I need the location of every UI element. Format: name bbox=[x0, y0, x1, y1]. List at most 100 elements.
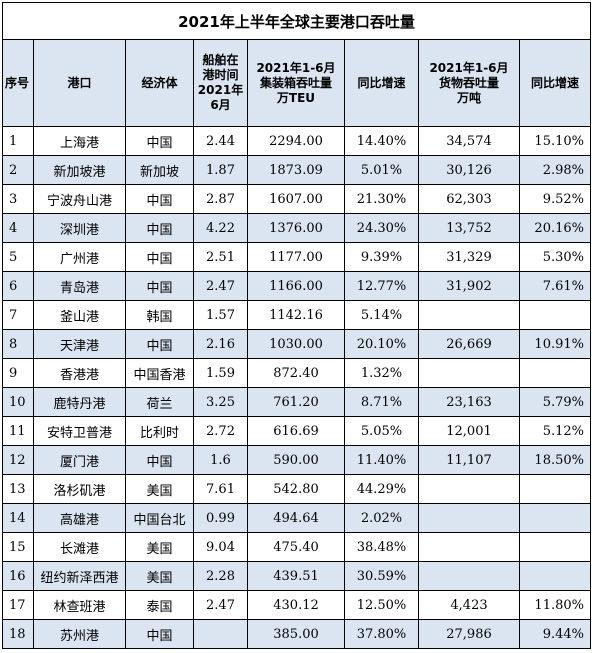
header-cargo-line: 万吨 bbox=[456, 90, 481, 105]
cell-port: 苏州港 bbox=[33, 619, 126, 649]
cell-teu-growth: 8.71% bbox=[344, 387, 419, 417]
cell-no: 1 bbox=[2, 126, 34, 156]
cell-cargo: 27,986 bbox=[418, 619, 520, 649]
cell-cargo-growth: 10.91% bbox=[519, 329, 591, 359]
cell-cargo: 34,574 bbox=[418, 126, 520, 156]
cell-cargo-growth bbox=[519, 300, 591, 330]
cell-port: 鹿特丹港 bbox=[33, 387, 126, 417]
cell-teu: 1873.09 bbox=[247, 155, 345, 185]
header-cargo-line: 货物吞吐量 bbox=[438, 75, 499, 90]
table-row: 11 安特卫普港 比利时 2.72 616.69 5.05% 12,001 5.12% bbox=[2, 416, 591, 446]
cell-wait-time: 2.47 bbox=[193, 590, 248, 620]
cell-cargo-growth: 15.10% bbox=[519, 126, 591, 156]
table-row: 5 广州港 中国 2.51 1177.00 9.39% 31,329 5.30% bbox=[2, 242, 591, 272]
cell-economy: 中国台北 bbox=[125, 503, 194, 533]
cell-economy: 中国 bbox=[125, 242, 194, 272]
cell-teu: 494.64 bbox=[247, 503, 345, 533]
header-wait-line: 港时间 bbox=[202, 68, 239, 82]
header-teu-line: 2021年1-6月 bbox=[256, 60, 336, 75]
cell-teu: 1030.00 bbox=[247, 329, 345, 359]
cell-teu: 439.51 bbox=[247, 561, 345, 591]
cell-teu: 1142.16 bbox=[247, 300, 345, 330]
cell-teu-growth: 37.80% bbox=[344, 619, 419, 649]
cell-port: 厦门港 bbox=[33, 445, 126, 475]
cell-port: 广州港 bbox=[33, 242, 126, 272]
cell-no: 15 bbox=[2, 532, 34, 562]
cell-cargo-growth: 5.79% bbox=[519, 387, 591, 417]
header-economy: 经济体 bbox=[125, 39, 194, 127]
cell-cargo: 31,329 bbox=[418, 242, 520, 272]
header-cargo-growth: 同比增速 bbox=[519, 39, 591, 127]
cell-cargo: 12,001 bbox=[418, 416, 520, 446]
cell-cargo-growth: 7.61% bbox=[519, 271, 591, 301]
cell-cargo-growth: 20.16% bbox=[519, 213, 591, 243]
cell-wait-time: 2.28 bbox=[193, 561, 248, 591]
cell-economy: 比利时 bbox=[125, 416, 194, 446]
cell-teu-growth: 21.30% bbox=[344, 184, 419, 214]
cell-teu-growth: 5.05% bbox=[344, 416, 419, 446]
cell-teu-growth: 1.32% bbox=[344, 358, 419, 388]
cell-teu-growth: 11.40% bbox=[344, 445, 419, 475]
table-row: 18 苏州港 中国 385.00 37.80% 27,986 9.44% bbox=[2, 619, 591, 649]
cell-port: 新加坡港 bbox=[33, 155, 126, 185]
cell-teu: 872.40 bbox=[247, 358, 345, 388]
cell-teu: 1166.00 bbox=[247, 271, 345, 301]
cell-no: 18 bbox=[2, 619, 34, 649]
cell-teu: 1376.00 bbox=[247, 213, 345, 243]
cell-wait-time: 2.16 bbox=[193, 329, 248, 359]
cell-teu: 2294.00 bbox=[247, 126, 345, 156]
table-row: 1 上海港 中国 2.44 2294.00 14.40% 34,574 15.10% bbox=[2, 126, 591, 156]
header-teu-growth: 同比增速 bbox=[344, 39, 419, 127]
cell-cargo: 13,752 bbox=[418, 213, 520, 243]
header-cargo-line: 2021年1-6月 bbox=[429, 60, 509, 75]
cell-cargo-growth: 9.52% bbox=[519, 184, 591, 214]
cell-economy: 美国 bbox=[125, 474, 194, 504]
header-wait-line: 2021年 bbox=[197, 83, 244, 97]
cell-teu-growth: 14.40% bbox=[344, 126, 419, 156]
cell-cargo-growth: 5.30% bbox=[519, 242, 591, 272]
cell-no: 13 bbox=[2, 474, 34, 504]
cell-economy: 美国 bbox=[125, 561, 194, 591]
cell-cargo bbox=[418, 561, 520, 591]
cell-economy: 中国 bbox=[125, 126, 194, 156]
cell-teu-growth: 38.48% bbox=[344, 532, 419, 562]
cell-wait-time: 3.25 bbox=[193, 387, 248, 417]
cell-economy: 中国 bbox=[125, 619, 194, 649]
cell-no: 8 bbox=[2, 329, 34, 359]
table-row: 16 纽约新泽西港 美国 2.28 439.51 30.59% bbox=[2, 561, 591, 591]
cell-cargo bbox=[418, 474, 520, 504]
table-title-row: 2021年上半年全球主要港口吞吐量 bbox=[2, 2, 591, 40]
cell-no: 12 bbox=[2, 445, 34, 475]
header-no: 序号 bbox=[2, 39, 34, 127]
cell-economy: 荷兰 bbox=[125, 387, 194, 417]
cell-teu-growth: 5.14% bbox=[344, 300, 419, 330]
table-row: 14 高雄港 中国台北 0.99 494.64 2.02% bbox=[2, 503, 591, 533]
cell-economy: 新加坡 bbox=[125, 155, 194, 185]
table-row: 15 长滩港 美国 9.04 475.40 38.48% bbox=[2, 532, 591, 562]
cell-cargo-growth: 18.50% bbox=[519, 445, 591, 475]
table-row: 7 釜山港 韩国 1.57 1142.16 5.14% bbox=[2, 300, 591, 330]
cell-cargo: 4,423 bbox=[418, 590, 520, 620]
cell-teu-growth: 44.29% bbox=[344, 474, 419, 504]
table-header-row: 序号 港口 经济体 船舶在 港时间 2021年 6月 2021年1-6月 集装箱… bbox=[2, 39, 591, 127]
cell-cargo: 11,107 bbox=[418, 445, 520, 475]
table-row: 9 香港港 中国香港 1.59 872.40 1.32% bbox=[2, 358, 591, 388]
header-wait-line: 船舶在 bbox=[202, 53, 239, 67]
cell-wait-time: 1.6 bbox=[193, 445, 248, 475]
cell-economy: 中国 bbox=[125, 445, 194, 475]
cell-port: 高雄港 bbox=[33, 503, 126, 533]
header-wait-line: 6月 bbox=[210, 98, 231, 112]
cell-port: 宁波舟山港 bbox=[33, 184, 126, 214]
cell-economy: 中国 bbox=[125, 213, 194, 243]
cell-wait-time: 4.22 bbox=[193, 213, 248, 243]
cell-teu: 1177.00 bbox=[247, 242, 345, 272]
cell-no: 14 bbox=[2, 503, 34, 533]
cell-teu-growth: 30.59% bbox=[344, 561, 419, 591]
cell-port: 林查班港 bbox=[33, 590, 126, 620]
cell-wait-time: 1.57 bbox=[193, 300, 248, 330]
cell-teu: 590.00 bbox=[247, 445, 345, 475]
cell-teu-growth: 12.77% bbox=[344, 271, 419, 301]
table-row: 8 天津港 中国 2.16 1030.00 20.10% 26,669 10.91% bbox=[2, 329, 591, 359]
cell-port: 纽约新泽西港 bbox=[33, 561, 126, 591]
